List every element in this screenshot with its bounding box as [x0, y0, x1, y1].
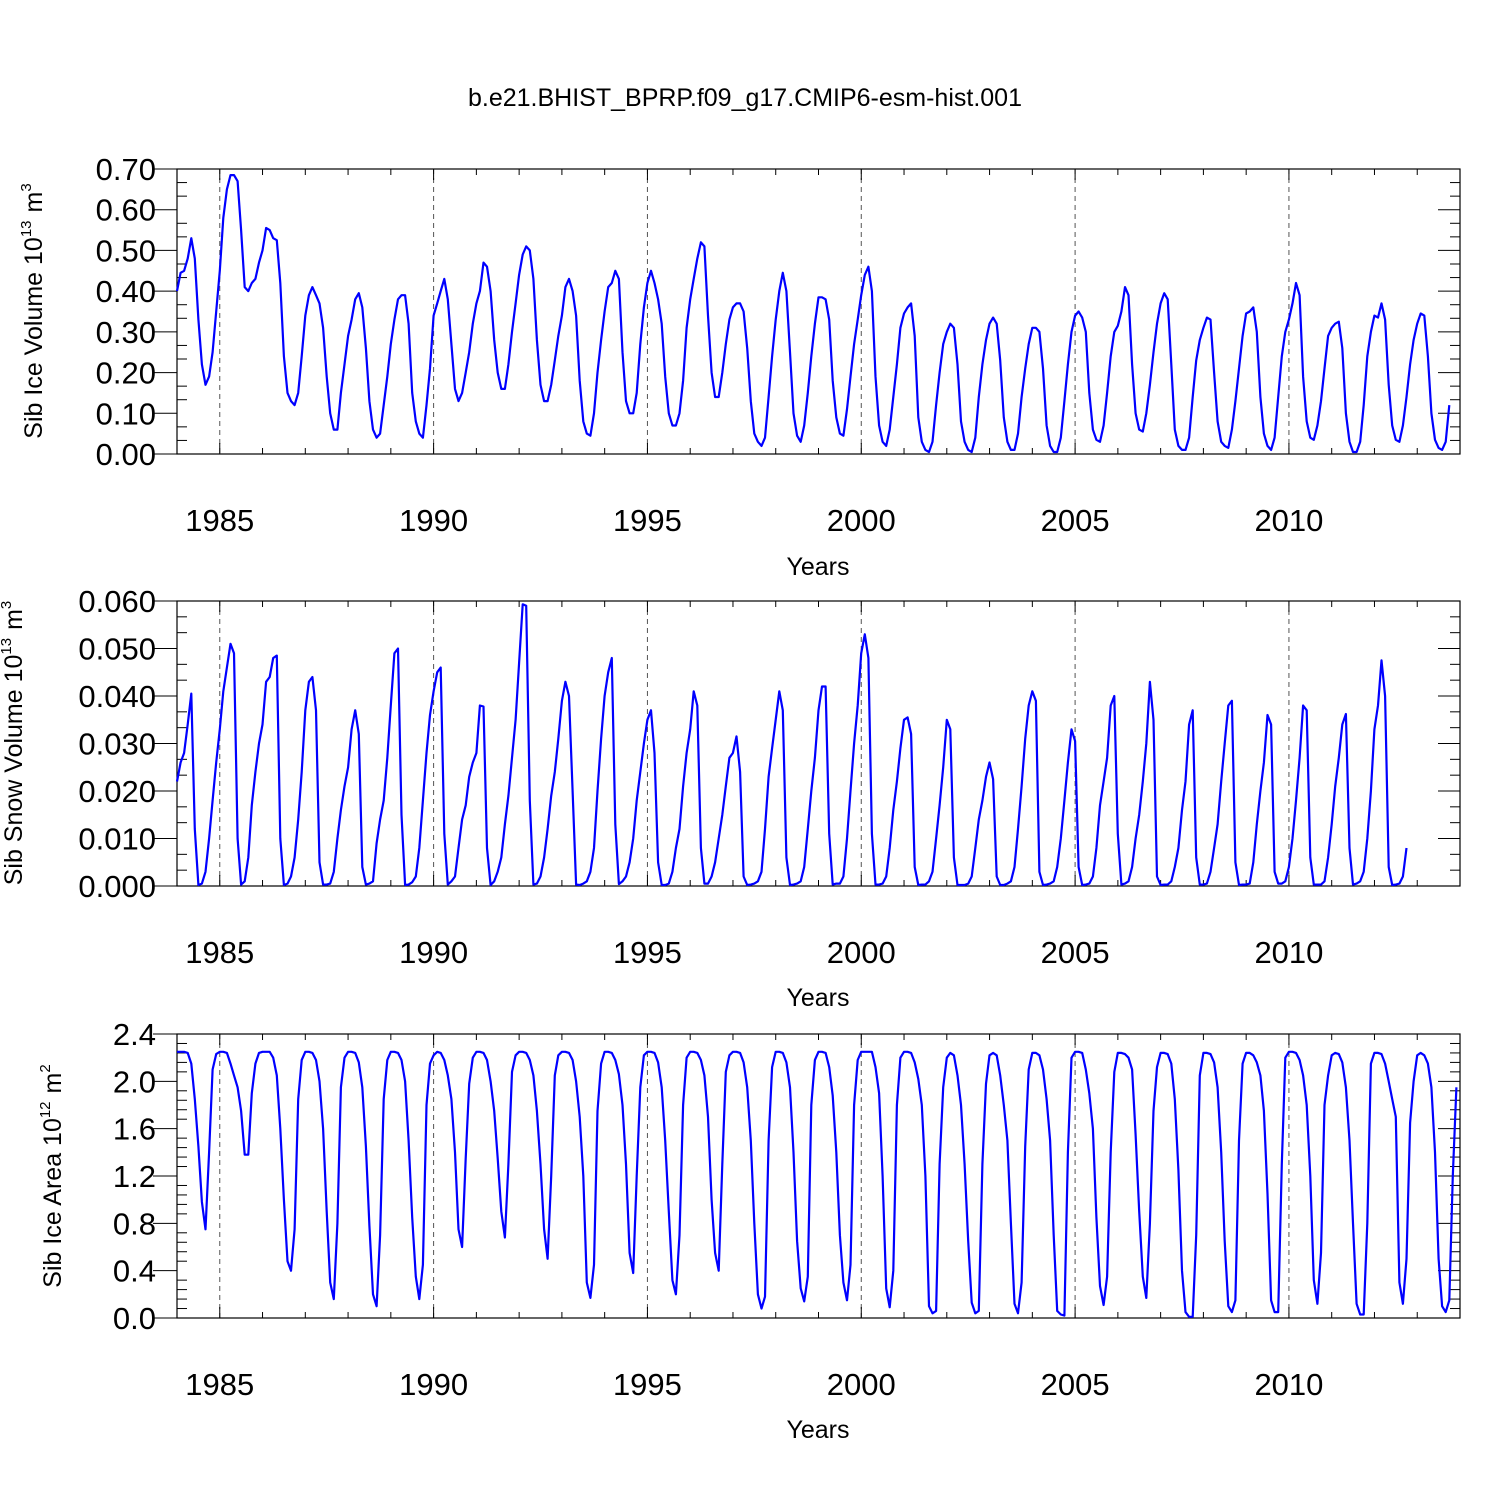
snow-volume-series-line	[175, 603, 1408, 887]
ice-area-series-line	[177, 1050, 1458, 1318]
ice-area-panel: 1985 1990 1995 2000 2005 2010 0.0 0.4 0.8 1.2 1.6 2…	[37, 1017, 1461, 1444]
ice-area-y-axis-title-exponent: 12	[37, 1101, 54, 1118]
snow-volume-x-tick-label: 2000	[827, 935, 896, 970]
snow-volume-y-tick-label: 0.050	[78, 632, 156, 667]
ice-volume-y-axis-title-unit: m	[20, 192, 48, 213]
ice-volume-x-tick-label: 2000	[827, 503, 896, 538]
ice-volume-plot-frame	[176, 168, 1461, 455]
ice-area-x-tick-label: 1995	[613, 1367, 682, 1402]
snow-volume-y-tick-label: 0.020	[78, 774, 156, 809]
snow-volume-x-tick-label: 2010	[1254, 935, 1323, 970]
ice-area-y-tick-label: 1.6	[113, 1112, 156, 1147]
snow-volume-y-tick-label: 0.010	[78, 822, 156, 857]
ice-volume-x-tick-label: 1990	[399, 503, 468, 538]
figure-title: b.e21.BHIST_BPRP.f09_g17.CMIP6-esm-hist.…	[468, 84, 1022, 112]
ice-volume-y-tick-label: 0.10	[96, 396, 156, 431]
ice-volume-y-tick-label: 0.40	[96, 274, 156, 309]
ice-volume-y-axis-title-main: Sib Ice Volume 10	[20, 237, 48, 439]
snow-volume-x-tick-label: 1990	[399, 935, 468, 970]
ice-volume-x-tick-label: 1995	[613, 503, 682, 538]
ice-volume-x-tick-label: 2010	[1254, 503, 1323, 538]
ice-volume-y-axis-title-exponent: 13	[18, 220, 35, 237]
snow-volume-x-tick-label: 1995	[613, 935, 682, 970]
ice-area-y-axis-title-unit: m	[39, 1073, 67, 1094]
ice-area-y-tick-label: 2.4	[113, 1017, 156, 1052]
ice-area-x-tick-label: 1990	[399, 1367, 468, 1402]
ice-area-y-axis-title-main: Sib Ice Area 10	[39, 1118, 67, 1288]
ice-area-y-axis-title: Sib Ice Area 1012 m2	[37, 1064, 67, 1287]
snow-volume-plot-frame	[176, 600, 1461, 887]
snow-volume-y-axis-title-main: Sib Snow Volume 10	[0, 655, 28, 886]
ice-area-y-tick-label: 2.0	[113, 1064, 156, 1099]
ice-area-y-axis-title-unit-exponent: 2	[37, 1064, 54, 1072]
ice-area-x-tick-label: 2000	[827, 1367, 896, 1402]
ice-volume-y-tick-label: 0.00	[96, 437, 156, 472]
ice-volume-y-tick-label: 0.20	[96, 356, 156, 391]
ice-area-plot-frame	[176, 1033, 1461, 1319]
snow-volume-y-axis-title-exponent: 13	[0, 638, 15, 655]
ice-area-x-tick-label: 2010	[1254, 1367, 1323, 1402]
snow-volume-x-tick-label: 2005	[1041, 935, 1110, 970]
snow-volume-x-axis-title: Years	[786, 984, 849, 1012]
ice-volume-y-axis-title: Sib Ice Volume 1013 m3	[18, 183, 48, 438]
ice-area-x-tick-label: 1985	[185, 1367, 254, 1402]
ice-area-y-tick-label: 0.4	[113, 1254, 156, 1289]
ice-area-x-tick-label: 2005	[1041, 1367, 1110, 1402]
snow-volume-panel: 1985 1990 1995 2000 2005 2010 0.000 0.010 0.020 0…	[0, 584, 1461, 1012]
ice-volume-y-tick-label: 0.30	[96, 315, 156, 350]
ice-area-y-tick-label: 1.2	[113, 1159, 156, 1194]
ice-volume-y-axis-title-unit-exponent: 3	[18, 183, 35, 191]
snow-volume-y-tick-label: 0.000	[78, 869, 156, 904]
ice-volume-x-tick-label: 1985	[185, 503, 254, 538]
snow-volume-y-tick-label: 0.060	[78, 584, 156, 619]
snow-volume-x-tick-label: 1985	[185, 935, 254, 970]
ice-volume-x-tick-label: 2005	[1041, 503, 1110, 538]
ice-volume-y-tick-label: 0.70	[96, 152, 156, 187]
snow-volume-y-axis-title: Sib Snow Volume 1013 m3	[0, 601, 28, 886]
snow-volume-y-axis-title-unit: m	[0, 609, 28, 630]
ice-volume-y-tick-label: 0.60	[96, 193, 156, 228]
ice-volume-panel: 1985 1990 1995 2000 2005 2010 0.00 0.10 0.20 0.30…	[18, 152, 1461, 581]
snow-volume-y-tick-label: 0.030	[78, 727, 156, 762]
ice-volume-y-tick-label: 0.50	[96, 233, 156, 268]
snow-volume-y-axis-title-unit-exponent: 3	[0, 601, 15, 609]
ice-area-x-axis-title: Years	[786, 1416, 849, 1444]
ice-area-y-tick-label: 0.8	[113, 1206, 156, 1241]
ice-volume-x-axis-title: Years	[786, 553, 849, 581]
ice-volume-series-line	[175, 174, 1451, 454]
ice-area-y-tick-label: 0.0	[113, 1301, 156, 1336]
snow-volume-y-tick-label: 0.040	[78, 679, 156, 714]
